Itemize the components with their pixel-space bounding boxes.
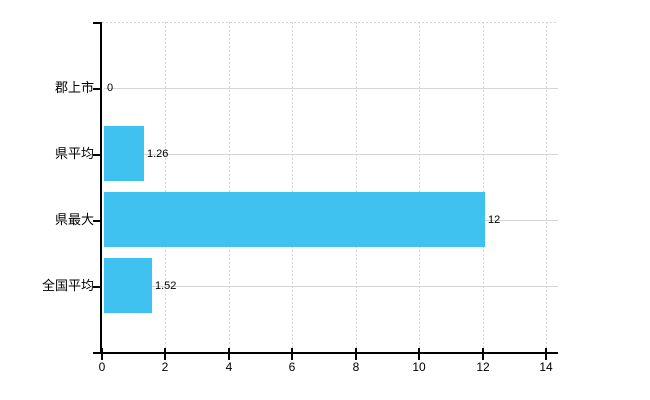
x-tick bbox=[355, 348, 357, 360]
bar bbox=[104, 126, 144, 181]
x-axis bbox=[100, 352, 558, 354]
x-tick bbox=[228, 348, 230, 360]
x-tick-label: 0 bbox=[98, 360, 106, 374]
value-label: 12 bbox=[488, 214, 501, 226]
v-gridline bbox=[165, 22, 166, 352]
x-tick-label: 14 bbox=[539, 360, 553, 374]
y-tick bbox=[93, 286, 100, 288]
h-gridline bbox=[104, 88, 558, 89]
category-label: 県平均 bbox=[54, 146, 94, 161]
v-gridline bbox=[546, 22, 547, 352]
y-tick bbox=[93, 352, 100, 354]
x-tick-label: 6 bbox=[288, 360, 296, 374]
h-gridline bbox=[104, 286, 558, 287]
y-tick bbox=[93, 88, 100, 90]
x-tick bbox=[291, 348, 293, 360]
y-tick bbox=[93, 154, 100, 156]
v-gridline bbox=[419, 22, 420, 352]
category-label: 県最大 bbox=[54, 212, 94, 227]
x-tick-label: 12 bbox=[476, 360, 490, 374]
y-tick bbox=[93, 22, 100, 24]
bar bbox=[104, 258, 152, 313]
x-tick bbox=[418, 348, 420, 360]
v-gridline bbox=[356, 22, 357, 352]
x-tick bbox=[545, 348, 547, 360]
category-label: 全国平均 bbox=[41, 278, 94, 293]
h-gridline bbox=[104, 154, 558, 155]
v-gridline bbox=[229, 22, 230, 352]
bar bbox=[104, 192, 485, 247]
category-label: 郡上市 bbox=[54, 80, 94, 95]
x-tick-label: 10 bbox=[412, 360, 426, 374]
y-axis bbox=[100, 22, 102, 354]
value-label: 1.26 bbox=[147, 148, 169, 160]
v-gridline bbox=[483, 22, 484, 352]
x-tick bbox=[164, 348, 166, 360]
value-label: 1.52 bbox=[155, 280, 177, 292]
x-tick-label: 8 bbox=[352, 360, 360, 374]
plot-top-border bbox=[102, 22, 558, 23]
v-gridline bbox=[292, 22, 293, 352]
x-tick bbox=[482, 348, 484, 360]
y-tick bbox=[93, 220, 100, 222]
x-tick-label: 2 bbox=[161, 360, 169, 374]
x-tick-label: 4 bbox=[225, 360, 233, 374]
value-label: 0 bbox=[107, 82, 114, 94]
x-tick bbox=[101, 348, 103, 360]
